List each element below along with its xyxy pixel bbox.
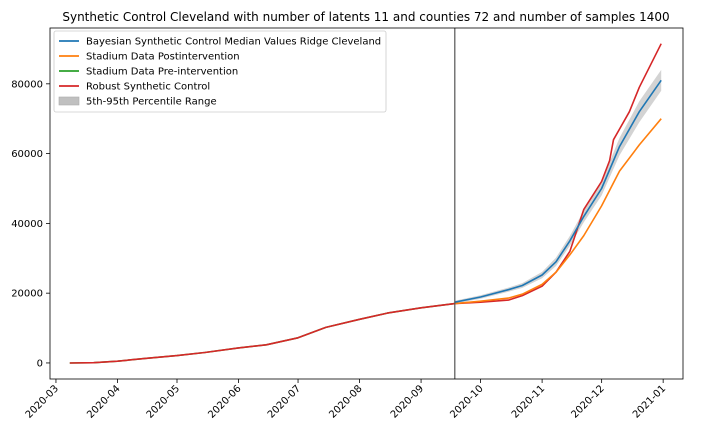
y-tick-label: 20000 bbox=[11, 289, 43, 300]
x-tick-label: 2020-03 bbox=[24, 383, 61, 420]
y-tick-label: 60000 bbox=[11, 149, 43, 160]
legend-label: Stadium Data Pre-intervention bbox=[86, 67, 238, 78]
x-tick-label: 2021-01 bbox=[631, 383, 668, 420]
chart-title: Synthetic Control Cleveland with number … bbox=[62, 10, 669, 24]
series-line-1 bbox=[454, 118, 662, 305]
x-tick-label: 2020-09 bbox=[389, 383, 426, 420]
y-tick-label: 0 bbox=[37, 358, 43, 369]
series-line-0 bbox=[454, 79, 662, 303]
legend-label: Robust Synthetic Control bbox=[86, 82, 210, 93]
legend-box bbox=[53, 30, 387, 113]
x-tick-label: 2020-11 bbox=[510, 383, 547, 420]
x-tick-label: 2020-06 bbox=[206, 383, 243, 420]
x-tick-label: 2020-10 bbox=[448, 383, 485, 420]
series-line-2 bbox=[69, 302, 455, 364]
percentile-band bbox=[454, 69, 662, 304]
legend-label: Bayesian Synthetic Control Median Values… bbox=[86, 37, 381, 48]
y-tick-label: 40000 bbox=[11, 219, 43, 230]
x-tick-label: 2020-04 bbox=[85, 383, 122, 420]
y-tick-label: 80000 bbox=[11, 79, 43, 90]
plot-frame bbox=[49, 27, 684, 380]
legend-label: 5th-95th Percentile Range bbox=[86, 97, 217, 108]
x-tick-label: 2020-12 bbox=[569, 383, 606, 420]
x-tick-label: 2020-07 bbox=[266, 383, 303, 420]
plot-area bbox=[69, 28, 662, 379]
legend: Bayesian Synthetic Control Median Values… bbox=[53, 30, 387, 113]
x-tick-label: 2020-05 bbox=[145, 383, 182, 420]
legend-label: Stadium Data Postintervention bbox=[86, 52, 240, 63]
legend-swatch bbox=[58, 96, 80, 106]
x-tick-label: 2020-08 bbox=[327, 383, 364, 420]
